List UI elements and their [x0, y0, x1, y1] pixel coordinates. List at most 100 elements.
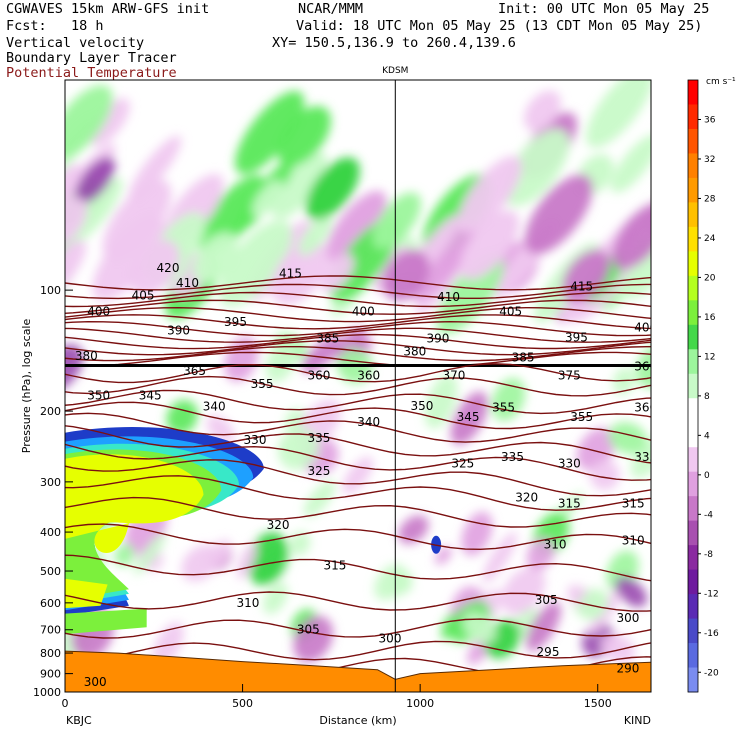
field-label-vertical-velocity: Vertical velocity: [6, 35, 145, 51]
station-marker-label: KDSM: [382, 66, 408, 76]
theta-label: 420: [157, 261, 180, 275]
theta-contour: [65, 554, 651, 582]
w-cell: [630, 438, 651, 479]
org-label: NCAR/MMM: [298, 1, 364, 17]
tracer-low: [65, 608, 147, 635]
w-cell: [301, 336, 342, 373]
w-cell: [424, 374, 458, 429]
theta-contour: [65, 291, 651, 308]
theta-label: 300: [616, 611, 639, 625]
theta-label: 400: [352, 305, 375, 319]
theta-contour: [65, 339, 651, 356]
y-tick-label: 600: [40, 597, 61, 610]
w-streak: [129, 239, 180, 296]
w-streak: [271, 240, 329, 305]
field-label-potential-temperature: Potential Temperature: [6, 65, 177, 81]
w-streak: [459, 210, 520, 280]
theta-label: 415: [570, 280, 593, 294]
w-streak: [503, 128, 570, 207]
w-streak: [305, 157, 360, 220]
w-streak: [325, 190, 387, 264]
colorbar-swatch: [688, 471, 698, 497]
theta-label: 335: [634, 450, 657, 464]
end-station-label: KIND: [624, 714, 651, 727]
y-tick-label: 800: [40, 647, 61, 660]
theta-label: 400: [634, 321, 657, 335]
w-streak: [320, 253, 355, 293]
theta-contour: [65, 475, 651, 511]
theta-contour: [65, 375, 651, 397]
colorbar-swatch: [688, 643, 698, 669]
w-streak: [611, 202, 651, 270]
theta-contour: [65, 314, 651, 330]
theta-label: 325: [307, 464, 330, 478]
theta-contour: [65, 306, 651, 323]
w-streak: [65, 197, 88, 248]
theta-contour: [65, 496, 651, 528]
theta-label: 370: [442, 368, 465, 382]
w-streak: [75, 157, 116, 204]
w-streak: [65, 85, 113, 159]
theta-label: 390: [167, 324, 190, 338]
w-cell: [65, 344, 84, 394]
x-axis: 0 500 1000 1500: [62, 684, 612, 710]
w-cell: [114, 543, 135, 567]
colorbar-tick-label: -16: [704, 629, 719, 639]
colorbar-tick-label: -12: [704, 589, 719, 599]
w-streak: [523, 90, 561, 132]
colorbar-tick-label: 24: [704, 234, 716, 244]
colorbar-swatch: [688, 128, 698, 154]
theta-label: 310: [622, 534, 645, 548]
x-tick-label: 1000: [406, 697, 434, 710]
tracer-low: [65, 578, 108, 609]
w-cell: [277, 427, 320, 470]
theta-contour: [65, 401, 651, 430]
colorbar-swatch: [688, 667, 698, 693]
colorbar-tick-label: 0: [704, 471, 710, 481]
theta-label: 315: [622, 497, 645, 511]
w-cell: [289, 531, 311, 556]
y-tick-label: 300: [40, 476, 61, 489]
colorbar-frame: [687, 79, 699, 693]
w-cell: [491, 377, 526, 422]
vertical-velocity-field: [65, 80, 651, 666]
w-streak: [251, 180, 283, 217]
w-streak: [218, 220, 293, 307]
colorbar-swatch: [688, 373, 698, 399]
colorbar-tick-label: 8: [704, 392, 710, 402]
theta-contour: [65, 412, 651, 443]
theta-label: 410: [437, 290, 460, 304]
w-streak: [277, 105, 331, 167]
theta-label: 305: [535, 593, 558, 607]
theta-label: 345: [457, 410, 480, 424]
theta-label: 295: [537, 645, 560, 659]
colorbar-tick-label: -4: [704, 510, 713, 520]
w-cell: [236, 543, 257, 579]
colorbar-swatch: [688, 275, 698, 301]
init-time: Init: 00 UTC Mon 05 May 25: [498, 1, 710, 17]
y-tick-label: 400: [40, 526, 61, 539]
cross-section-coords: XY= 150.5,136.9 to 260.4,139.6: [272, 35, 516, 51]
y-axis-title: Pressure (hPa), log scale: [20, 319, 33, 454]
theta-label: 360: [634, 360, 657, 374]
w-cell: [615, 576, 647, 608]
theta-label: 415: [279, 267, 302, 281]
theta-label: 300: [84, 675, 107, 689]
w-cell: [590, 460, 620, 491]
w-cell: [133, 533, 166, 575]
theta-label: 315: [558, 497, 581, 511]
w-cell: [501, 566, 546, 615]
w-cell: [374, 564, 407, 601]
theta-contour: [65, 459, 651, 497]
theta-label: 375: [558, 368, 581, 382]
w-cell: [588, 586, 624, 636]
colorbar-swatch: [688, 80, 698, 105]
theta-label: 330: [244, 433, 267, 447]
valid-time: Valid: 18 UTC Mon 05 May 25 (13 CDT Mon …: [296, 18, 703, 34]
theta-label: 395: [224, 315, 247, 329]
colorbar-swatch: [688, 594, 698, 620]
colorbar-swatch: [688, 520, 698, 546]
theta-label: 290: [616, 662, 639, 676]
colorbar-tick-label: 36: [704, 115, 716, 125]
